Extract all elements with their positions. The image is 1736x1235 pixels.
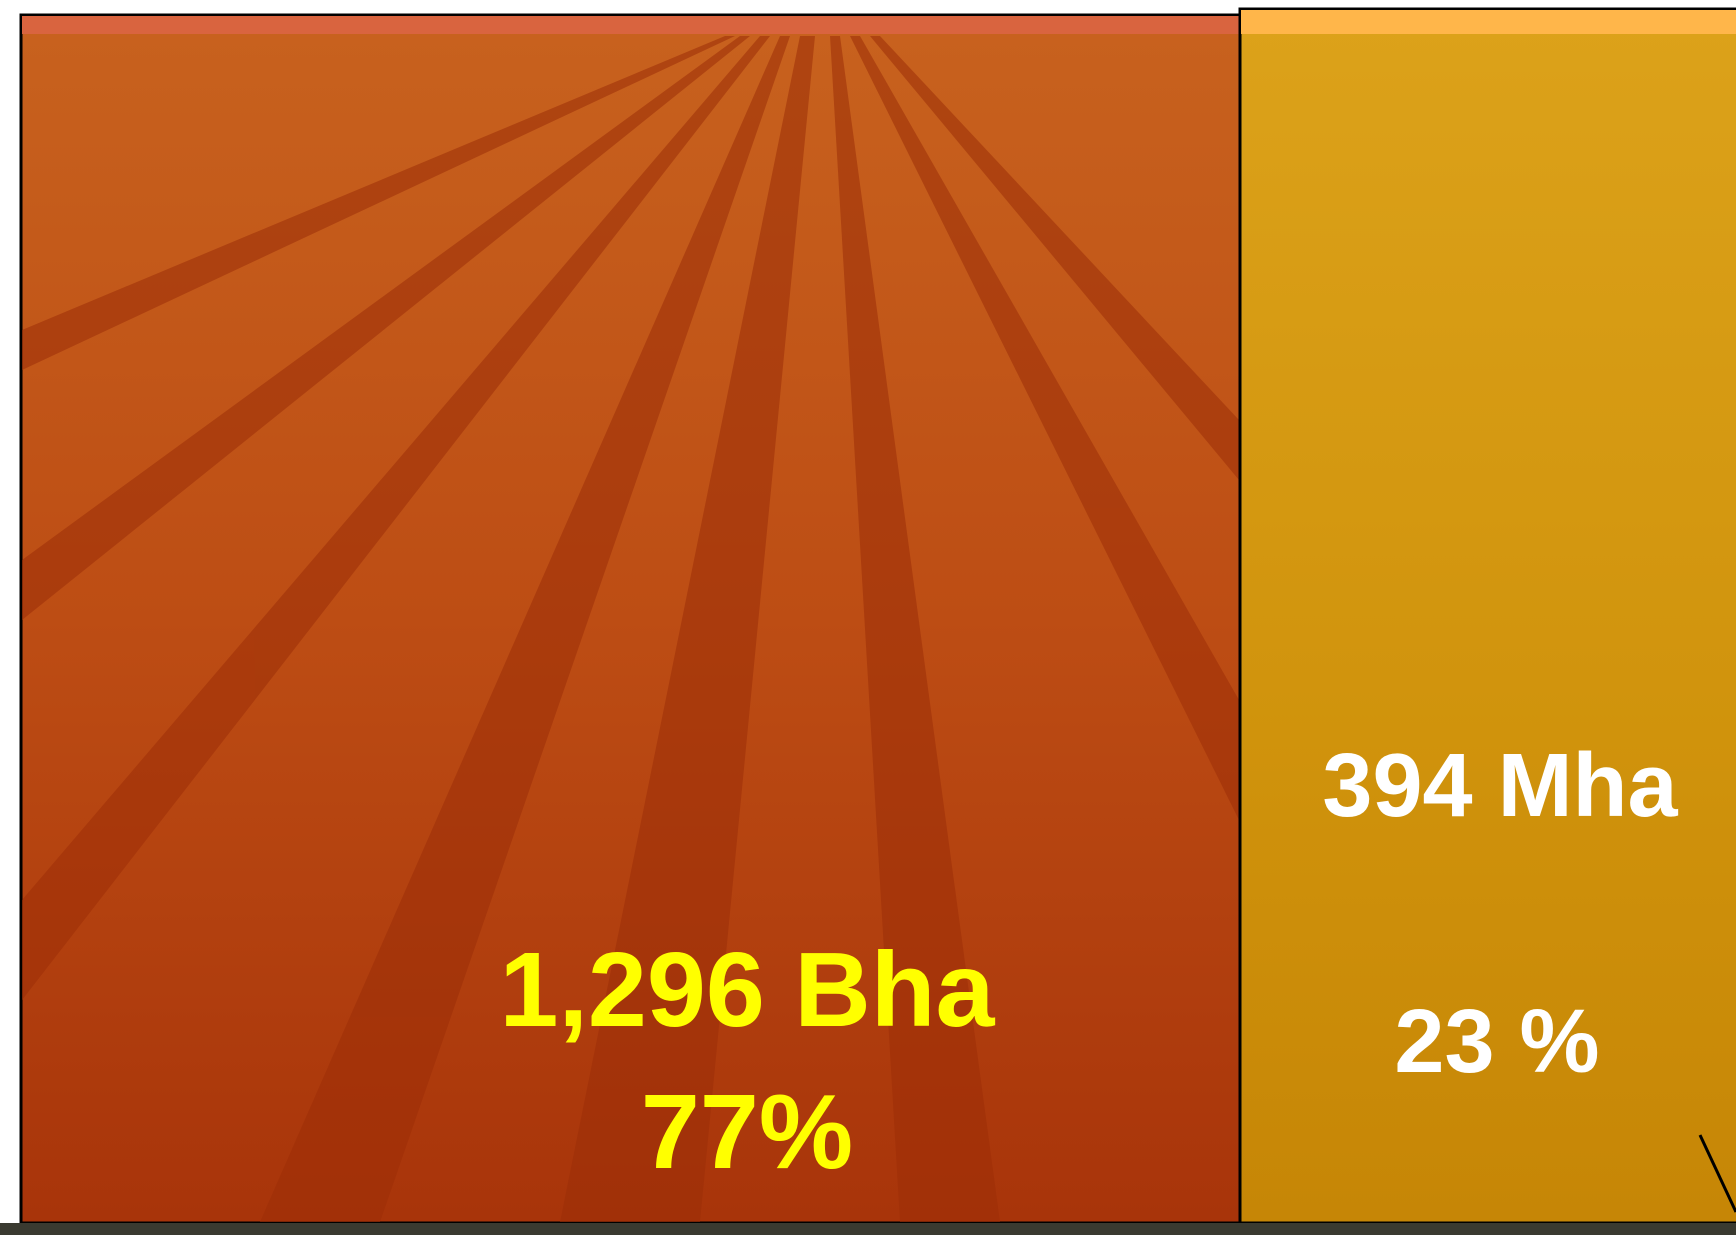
- right-share-label: 23 %: [1394, 992, 1599, 1092]
- left-area-label: 1,296 Bha: [500, 931, 996, 1049]
- right-panel: [1238, 7, 1736, 1225]
- pointer-line: [1698, 1134, 1736, 1213]
- left-panel: [19, 13, 1242, 1225]
- left-top-strip: [22, 16, 1239, 34]
- right-background: [1238, 7, 1736, 1225]
- right-area-label: 394 Mha: [1322, 736, 1678, 836]
- bottom-strip: [0, 1223, 1736, 1235]
- right-top-strip: [1241, 10, 1736, 34]
- left-share-label: 77%: [641, 1073, 853, 1191]
- crop-rows: [22, 36, 1239, 1222]
